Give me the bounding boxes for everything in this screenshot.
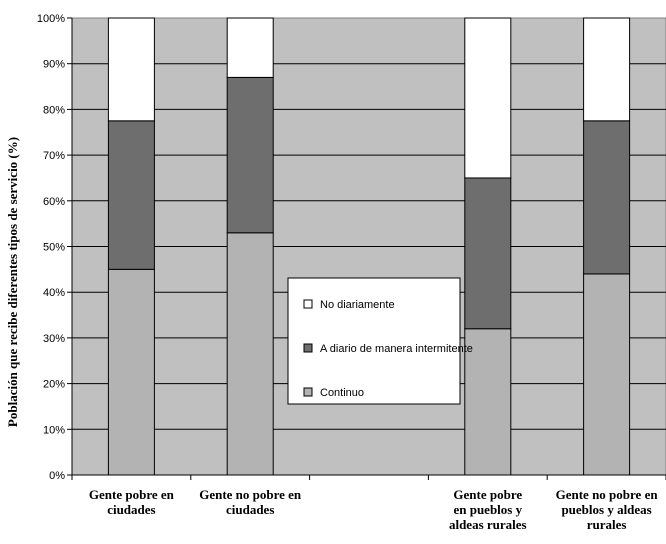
bar-segment	[107, 268, 155, 476]
x-category-label: rurales	[587, 517, 627, 532]
y-tick-label: 60%	[43, 196, 65, 208]
x-category-label: Gente no pobre en	[199, 487, 302, 502]
legend-label: Continuo	[320, 387, 364, 399]
bar-segment	[583, 273, 631, 476]
y-tick-label: 80%	[43, 104, 65, 116]
y-tick-label: 40%	[43, 287, 65, 299]
x-category-label: Gente no pobre en	[556, 487, 659, 502]
x-category-label: en pueblos y	[453, 502, 522, 517]
bar-segment	[226, 76, 274, 234]
bar-segment	[226, 17, 274, 78]
legend-swatch	[303, 387, 313, 397]
x-category-label: ciudades	[226, 502, 274, 517]
bar-segment	[464, 177, 512, 330]
bar-segment	[583, 17, 631, 122]
x-category-label: aldeas rurales	[449, 517, 527, 532]
x-category-label: ciudades	[107, 502, 155, 517]
y-tick-label: 10%	[43, 424, 65, 436]
y-tick-label: 90%	[43, 59, 65, 71]
bar-segment	[107, 120, 155, 270]
x-category-label: Gente pobre en	[89, 487, 175, 502]
y-tick-label: 30%	[43, 333, 65, 345]
y-tick-label: 100%	[37, 13, 65, 25]
y-axis-ticks: 0% 10% 20% 30% 40% 50% 60% 70% 80% 90% 100%	[37, 13, 666, 482]
bar-segment	[226, 232, 274, 476]
bar-segment	[583, 120, 631, 275]
bar-segment	[107, 17, 155, 122]
bar-segment	[464, 17, 512, 179]
legend-label: No diariamente	[320, 299, 395, 311]
y-tick-label: 0%	[49, 470, 65, 482]
x-category-label: pueblos y aldeas	[561, 502, 651, 517]
x-category-label: Gente pobre	[453, 487, 522, 502]
legend: No diariamente A diario de manera intermi…	[287, 277, 473, 405]
legend-swatch	[303, 343, 313, 353]
legend-swatch	[303, 299, 313, 309]
y-tick-label: 70%	[43, 150, 65, 162]
legend-label: A diario de manera intermitente	[320, 343, 473, 355]
y-axis-label: Población que recibe diferentes tipos de…	[5, 137, 20, 427]
bars	[107, 17, 631, 476]
bar-segment	[464, 328, 512, 476]
y-tick-label: 20%	[43, 379, 65, 391]
legend-box	[287, 277, 461, 405]
y-tick-label: 50%	[43, 242, 65, 254]
